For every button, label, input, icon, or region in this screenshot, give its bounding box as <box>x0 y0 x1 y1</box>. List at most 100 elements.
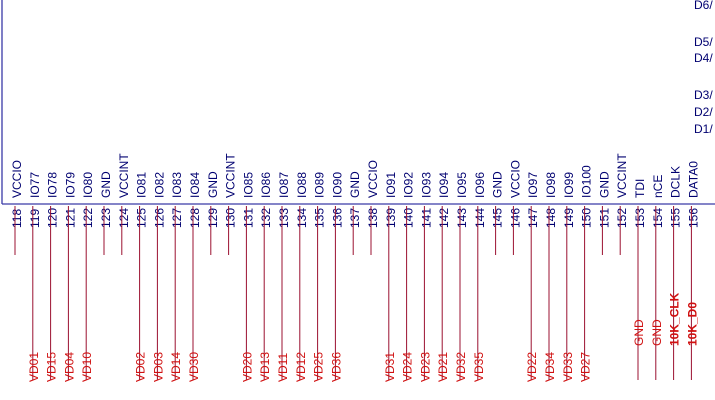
pin: IO82 126 VD03 <box>151 172 166 382</box>
pin-name: IO98 <box>544 172 558 198</box>
pin: VCCIO 118 <box>10 160 24 255</box>
pin: IO90 136 VD36 <box>329 172 344 382</box>
pin-name: IO84 <box>188 172 202 198</box>
pin-number: 139 <box>384 208 398 228</box>
pin-number: 143 <box>455 208 469 228</box>
pin-number: 134 <box>295 208 309 228</box>
pin-number: 132 <box>259 208 273 228</box>
corner-label: D5/ <box>694 35 713 49</box>
pin: IO95 143 VD32 <box>454 172 469 382</box>
net-label: VD21 <box>436 352 450 382</box>
corner-label: D2/ <box>694 105 713 119</box>
net-label: GND <box>632 319 646 346</box>
pin: IO88 134 VD12 <box>294 172 309 382</box>
net-label: VD24 <box>401 352 415 382</box>
pin: VCCIO 138 <box>366 160 380 255</box>
pin-name: IO83 <box>170 172 184 198</box>
pin-number: 129 <box>206 208 220 228</box>
pin: GND 145 <box>491 171 505 255</box>
pin-number: 136 <box>330 208 344 228</box>
pin: IO93 141 VD23 <box>418 172 433 382</box>
pin: IO98 148 VD34 <box>543 172 558 382</box>
corner-label: D4/ <box>694 51 713 65</box>
pin-name: GND <box>348 171 362 198</box>
pin-name: IO99 <box>562 172 576 198</box>
pin-group: VCCIO 118 IO77 119 VD01 IO78 120 VD15 IO79 121 VD0… <box>10 153 700 382</box>
pin-number: 141 <box>419 208 433 228</box>
pin-name: IO79 <box>63 172 77 198</box>
pin: IO96 144 VD35 <box>472 172 487 382</box>
net-label: VD33 <box>561 352 575 382</box>
pin-number: 131 <box>241 208 255 228</box>
pin-name: VCCINT <box>224 153 238 198</box>
pin-name: IO92 <box>402 172 416 198</box>
pin: VCCINT 124 <box>117 153 131 255</box>
net-label: VD31 <box>383 352 397 382</box>
pin-number: 133 <box>277 208 291 228</box>
net-label: VD22 <box>525 352 539 382</box>
corner-label: D6/ <box>694 0 713 12</box>
pin-number: 120 <box>46 208 60 228</box>
pin-name: VCCINT <box>117 153 131 198</box>
pin-name: VCCINT <box>615 153 629 198</box>
pin-number: 121 <box>63 208 77 228</box>
pin-name: IO87 <box>277 172 291 198</box>
pin: IO91 139 VD31 <box>383 172 398 382</box>
pin-name: IO100 <box>580 165 594 198</box>
pin-number: 119 <box>28 209 42 228</box>
pin: TDI 153 GND <box>632 179 647 380</box>
pin-number: 145 <box>491 208 505 228</box>
pin-number: 135 <box>313 208 327 228</box>
pin-number: 150 <box>580 208 594 228</box>
corner-labels: D6/D5/D4/D3/D2/D1/ <box>694 0 713 136</box>
pin-number: 127 <box>170 208 184 228</box>
pin-name: GND <box>597 171 611 198</box>
pin-number: 122 <box>81 208 95 228</box>
pin: VCCINT 130 <box>224 153 238 255</box>
net-label: VD03 <box>151 352 165 382</box>
pin: IO79 121 VD04 <box>62 172 77 382</box>
net-label: VD12 <box>294 352 308 382</box>
pin: IO97 147 VD22 <box>525 172 540 382</box>
net-label: VD35 <box>472 352 486 382</box>
pin-number: 156 <box>686 208 700 228</box>
net-label: VD25 <box>312 352 326 382</box>
pin-number: 154 <box>651 208 665 228</box>
pin-name: IO90 <box>330 172 344 198</box>
pin-name: VCCIO <box>508 160 522 198</box>
pin-number: 130 <box>224 208 238 228</box>
pin-name: VCCIO <box>366 160 380 198</box>
pin-name: IO93 <box>419 172 433 198</box>
net-label: VD15 <box>45 352 59 382</box>
net-label: VD11 <box>276 353 290 382</box>
pin-name: IO96 <box>473 172 487 198</box>
pin: IO80 122 VD10 <box>80 172 95 382</box>
pin-name: TDI <box>633 179 647 198</box>
net-label: VD13 <box>258 352 272 382</box>
pin-number: 149 <box>562 208 576 228</box>
pin-number: 153 <box>633 208 647 228</box>
pin: IO78 120 VD15 <box>45 172 60 382</box>
pin-name: DATA0 <box>686 161 700 198</box>
pin-name: IO77 <box>28 172 42 198</box>
pin-name: IO82 <box>152 172 166 198</box>
pin: IO84 128 VD30 <box>187 172 202 382</box>
pin-name: IO89 <box>313 172 327 198</box>
pin-name: GND <box>206 171 220 198</box>
pin: GND 123 <box>99 171 113 255</box>
pin: IO99 149 VD33 <box>561 172 576 382</box>
pin: IO83 127 VD14 <box>169 172 184 382</box>
pin-name: IO86 <box>259 172 273 198</box>
pin-number: 151 <box>597 208 611 228</box>
pin-name: IO85 <box>241 172 255 198</box>
pin-name: IO95 <box>455 172 469 198</box>
net-label: VD23 <box>418 352 432 382</box>
pin-number: 128 <box>188 208 202 228</box>
pin-name: IO97 <box>526 172 540 198</box>
pin: IO87 133 VD11 <box>276 172 291 382</box>
net-label: VD36 <box>329 352 343 382</box>
corner-label: D3/ <box>694 88 713 102</box>
pin-name: DCLK <box>669 166 683 198</box>
pin-name: IO91 <box>384 172 398 198</box>
